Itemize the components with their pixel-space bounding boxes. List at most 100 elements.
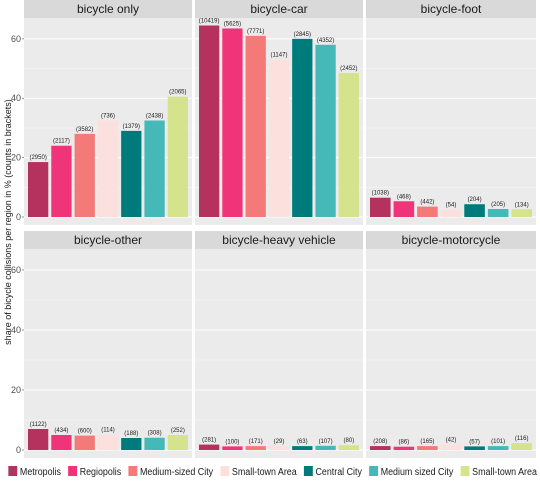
count-label: (1122) [30,422,47,428]
bar-small-town-area [97,434,119,450]
bar-medium-sized-city [417,446,438,450]
legend-swatch [8,466,18,476]
count-label: (3582) [76,127,93,133]
panel-bicycle-car: bicycle-car (10419) (5625) (7771) (1147) (284… [195,0,363,225]
legend-item-regiopolis: Regiopolis [68,466,121,478]
bar-medium-sized-city [245,35,266,217]
bar-central-city [121,130,142,217]
bar-central-city [292,446,313,450]
panel-bicycle-only: bicycle only 0 20 40 60 (2950) (2117) (3582) (73… [11,0,192,225]
bar-metropolis [370,446,391,450]
legend-item-medium-sized-city: Medium sized City [369,466,454,479]
count-label: (101) [491,439,505,445]
count-label: (63) [297,439,308,445]
count-label: (134) [515,202,529,208]
legend-item-metropolis: Metropolis [8,466,61,478]
bar-central-city [121,438,142,450]
panel-strip [195,0,363,18]
y-tick-label: 0 [16,445,21,455]
count-label: (54) [446,203,457,209]
y-tick-label: 20 [11,385,21,395]
legend-swatch [128,466,138,476]
bar-medium-sized-city [144,120,165,217]
panel-title: bicycle-car [250,2,307,16]
panel-title: bicycle-other [74,233,142,247]
panel-title: bicycle-foot [421,2,482,16]
count-label: (29) [274,439,285,445]
count-label: (208) [373,439,387,445]
count-label: (434) [54,428,68,434]
legend-item-small-town-area: Small-town Area [460,466,538,479]
bar-medium-sized-city [487,208,509,217]
legend-swatch [303,466,313,476]
y-tick-label: 40 [11,93,21,103]
panel-bicycle-heavy-vehicle: bicycle-heavy vehicle (281) (100) (171) (29)… [195,231,363,458]
count-label: (114) [101,427,115,433]
bar-medium-sized-city [245,446,266,450]
bar-medium-sized-city [315,44,336,218]
count-label: (1147) [271,53,288,59]
count-label: (80) [344,438,355,444]
legend-label: Regiopolis [80,467,122,479]
legend: Metropolis Regiopolis Medium-sized City Sma… [8,466,538,479]
count-label: (86) [399,440,410,446]
legend-item-small-town-area: Small-town Area [220,466,297,478]
bar-medium-sized-city [417,206,438,217]
panel-strip [366,0,536,18]
legend-label: Metropolis [20,467,61,479]
panel-background [195,249,363,458]
count-label: (308) [148,431,162,437]
count-label: (107) [319,439,333,445]
count-label: (442) [420,200,434,206]
bar-small-town-area [268,446,290,450]
bar-metropolis [199,25,220,217]
panel-strip [24,231,192,249]
bar-medium-sized-city [74,133,95,217]
bar-regiopolis [393,201,415,217]
y-tick-label: 20 [11,153,21,163]
count-label: (2950) [29,155,46,161]
panel-bicycle-motorcycle: bicycle-motorcycle (208) (86) (165) (42) (57)… [366,231,536,458]
panel-bicycle-foot: bicycle-foot (1038) (468) (442) (54) (204) (20… [366,0,536,225]
bar-medium-sized-city [144,437,165,450]
bar-small-town-area [97,120,119,217]
count-label: (171) [249,439,263,445]
bar-regiopolis [393,446,415,450]
legend-item-central-city: Central City [303,466,362,478]
legend-label: Medium-sized City [140,467,213,479]
count-label: (1379) [123,124,140,130]
panel-background [366,18,536,225]
count-label: (281) [202,438,216,444]
panel-strip [366,231,536,249]
count-label: (2845) [294,32,311,38]
count-label: (205) [491,202,505,208]
panel-title: bicycle only [77,2,139,16]
count-label: (10419) [199,18,220,24]
bar-central-city [292,38,313,217]
count-label: (165) [420,439,434,445]
bar-small-town-area [511,443,532,450]
panel-bicycle-other: bicycle-other 0 20 40 60 (1122) (434) (600) (114… [11,231,192,458]
legend-swatch [220,466,230,476]
bar-central-city [464,446,485,450]
bar-regiopolis [51,145,72,217]
bar-regiopolis [222,446,243,450]
panel-background [24,249,192,458]
count-label: (57) [469,439,480,445]
count-label: (204) [468,197,482,203]
count-label: (7771) [247,29,264,35]
panel-background [366,249,536,458]
bar-small-town-area [440,444,462,450]
legend-label: Small-town Area [472,467,537,479]
legend-label: Small-town Area [232,467,297,479]
count-label: (116) [515,436,529,442]
count-label: (1038) [372,191,389,197]
bar-metropolis [370,197,391,217]
legend-label: Medium sized City [381,467,454,479]
count-label: (4352) [317,38,334,44]
y-tick-label: 0 [16,212,21,222]
count-label: (252) [171,428,185,434]
bar-small-town-area [338,445,359,450]
bar-medium-sized-city [74,435,95,450]
